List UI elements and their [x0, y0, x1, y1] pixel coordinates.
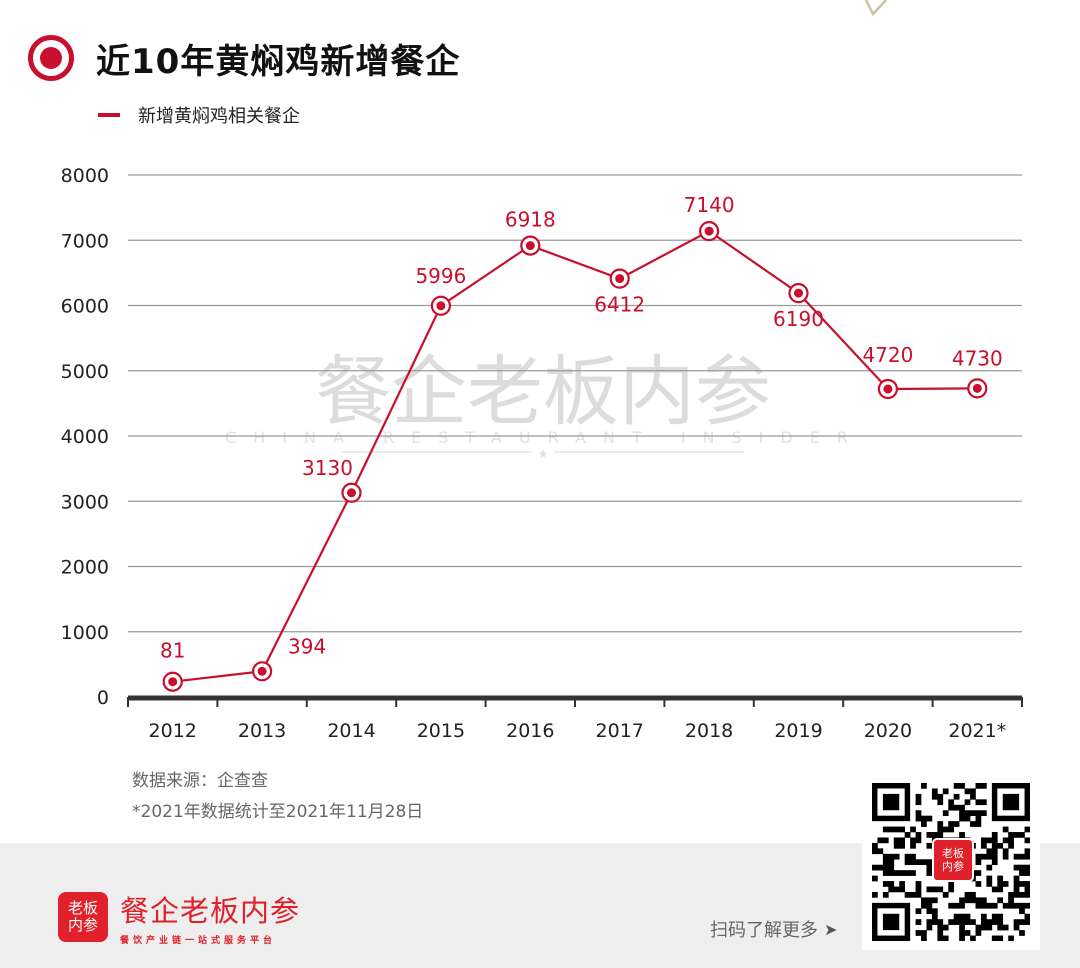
data-source-note: 数据来源：企查查: [132, 771, 268, 791]
data-label: 81: [160, 639, 185, 663]
watermark-subtitle: CHINA RESTAURANT INSIDER: [225, 428, 865, 447]
y-tick-label: 6000: [61, 296, 109, 318]
watermark-text: 餐企老板内参: [315, 347, 771, 436]
x-tick-label: 2016: [506, 720, 554, 742]
x-tick-label: 2021*: [948, 720, 1006, 742]
y-tick-label: 2000: [61, 557, 109, 579]
svg-text:★: ★: [538, 447, 549, 461]
qr-code[interactable]: 老板 内参: [862, 775, 1040, 950]
qr-code-icon: [872, 783, 1030, 941]
y-tick-label: 4000: [61, 426, 109, 448]
x-tick-label: 2018: [685, 720, 733, 742]
x-tick-label: 2015: [417, 720, 465, 742]
data-label: 4720: [862, 343, 913, 367]
x-tick-label: 2019: [774, 720, 822, 742]
data-label: 3130: [302, 456, 353, 480]
scan-cta: 扫码了解更多 ➤: [710, 916, 837, 942]
y-tick-label: 3000: [61, 491, 109, 513]
y-tick-label: 0: [97, 687, 109, 709]
brand-slogan: 餐饮产业链一站式服务平台: [120, 936, 277, 946]
x-tick-label: 2013: [238, 720, 286, 742]
legend-label: 新增黄焖鸡相关餐企: [138, 106, 300, 127]
data-label: 6190: [773, 307, 824, 331]
x-tick-label: 2020: [864, 720, 912, 742]
y-tick-label: 1000: [61, 622, 109, 644]
data-label: 5996: [415, 264, 466, 288]
series-line: [172, 229, 978, 683]
scan-cta-label: 扫码了解更多: [710, 920, 818, 941]
footnote: *2021年数据统计至2021年11月28日: [132, 802, 424, 822]
x-tick-label: 2012: [149, 720, 197, 742]
arrow-right-icon: ➤: [824, 919, 838, 939]
y-tick-label: 8000: [61, 165, 109, 187]
brand-block[interactable]: 老板 内参 餐企老板内参 餐饮产业链一站式服务平台: [58, 888, 300, 946]
chart-title-row: 近10年黄焖鸡新增餐企: [28, 30, 460, 86]
legend-line-swatch-icon: [98, 113, 120, 117]
chart-legend: 新增黄焖鸡相关餐企: [98, 102, 300, 128]
chart-title: 近10年黄焖鸡新增餐企: [96, 41, 461, 82]
target-circle-icon: [28, 35, 74, 81]
data-label: 394: [288, 634, 326, 658]
decorative-triangle-icon: [864, 0, 887, 17]
data-label: 4730: [952, 346, 1003, 370]
data-label: 6412: [594, 293, 645, 317]
chart-notes: 数据来源：企查查 *2021年数据统计至2021年11月28日: [132, 766, 423, 828]
data-label: 6918: [505, 208, 556, 232]
x-tick-label: 2017: [596, 720, 644, 742]
y-tick-label: 5000: [61, 361, 109, 383]
brand-name: 餐企老板内参: [120, 894, 301, 928]
qr-center-logo-icon: 老板 内参: [932, 838, 974, 882]
y-tick-label: 7000: [61, 230, 109, 252]
data-label: 7140: [684, 193, 735, 217]
brand-logo-icon: 老板 内参: [58, 892, 108, 942]
x-tick-label: 2014: [327, 720, 375, 742]
